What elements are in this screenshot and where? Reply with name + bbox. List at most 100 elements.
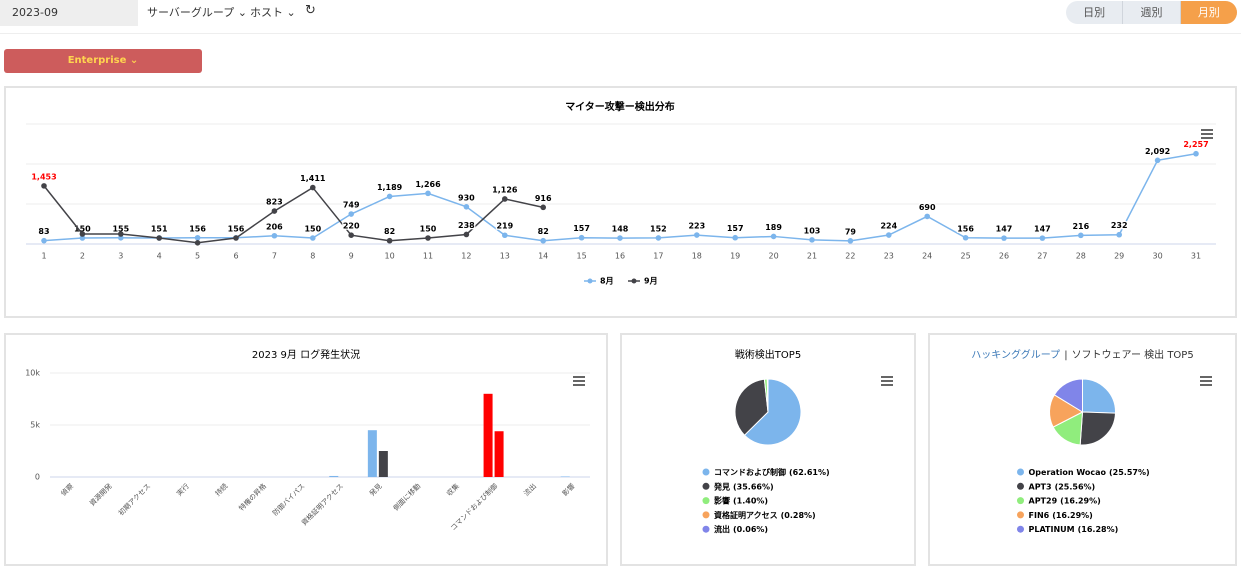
legend-label: PLATINUM (16.28%)	[1029, 525, 1119, 534]
menu-icon[interactable]	[881, 376, 893, 386]
data-label: 157	[573, 224, 590, 233]
x-tick-label: 10	[385, 252, 395, 261]
data-label: 232	[1111, 221, 1128, 230]
data-label: 2,257	[1183, 140, 1208, 149]
x-tick-label: 特権の昇格	[237, 481, 268, 512]
data-label: 224	[880, 222, 897, 231]
legend-name: 発見	[713, 481, 730, 491]
framework-label: Enterprise	[67, 55, 127, 66]
y-tick-label: 10k	[25, 369, 40, 378]
data-label: 189	[765, 223, 782, 232]
period-button[interactable]: 月別	[1179, 1, 1237, 24]
data-label: 152	[650, 224, 667, 233]
legend-marker	[587, 278, 593, 284]
legend-value: (0.06%)	[733, 525, 768, 534]
filter[interactable]: サーバーグループ ⌄	[147, 6, 247, 19]
legend-label: APT29 (16.29%)	[1029, 496, 1101, 505]
legend-marker	[702, 482, 710, 490]
bar	[560, 476, 570, 477]
x-tick-label: 偵察	[59, 481, 75, 497]
refresh-icon[interactable]: ↻	[305, 3, 316, 18]
legend-name: FIN6	[1029, 510, 1050, 519]
data-label: 155	[112, 224, 129, 233]
point	[348, 232, 355, 238]
data-label: 147	[1034, 225, 1051, 234]
data-label: 916	[535, 194, 552, 203]
point	[310, 235, 316, 241]
point	[1039, 235, 1046, 241]
date-field[interactable]: 2023-09	[0, 0, 138, 26]
menu-icon[interactable]	[1201, 129, 1213, 139]
point	[886, 232, 892, 238]
legend-name: APT29	[1029, 496, 1058, 505]
x-tick-label: 24	[922, 252, 932, 261]
bar-chart: 2023 9月 ログ発生状況 0 5k 10k 偵察 資源開発 初期アクセス 実行 持続 特権の昇…	[25, 348, 590, 532]
chart-title: 戦術検出TOP5	[735, 348, 801, 361]
data-label: 83	[38, 227, 49, 236]
point	[655, 235, 662, 241]
panel	[928, 333, 1237, 566]
point	[924, 213, 930, 220]
legend-name: 資格証明アクセス	[714, 509, 778, 519]
bar	[329, 475, 339, 477]
legend-value: (1.40%)	[733, 496, 768, 505]
period-group: 日別 週別 月別	[1066, 1, 1237, 24]
data-label: 1,266	[415, 180, 441, 189]
legend-marker	[1017, 482, 1024, 490]
x-tick-label: 14	[538, 252, 548, 261]
data-label: 219	[496, 222, 513, 231]
y-tick-label: 0	[35, 473, 40, 482]
x-tick-label: 資格証明アクセス	[299, 481, 345, 527]
period-button[interactable]: 週別	[1122, 1, 1179, 24]
x-tick-label: 8	[310, 252, 315, 261]
point	[271, 208, 278, 214]
x-tick-label: 発見	[367, 481, 383, 497]
point	[79, 231, 86, 237]
point	[540, 204, 546, 211]
data-label: 823	[266, 198, 283, 207]
legend-marker	[702, 468, 710, 476]
data-label: 156	[189, 224, 206, 233]
data-label: 148	[612, 225, 629, 234]
menu-icon[interactable]	[573, 376, 585, 386]
point	[1001, 235, 1007, 241]
legend-value: (16.28%)	[1078, 525, 1119, 534]
point	[156, 235, 162, 241]
point	[694, 232, 700, 238]
x-tick-label: 流出	[522, 481, 538, 497]
x-tick-label: 18	[692, 252, 702, 261]
x-tick-label: 影響	[560, 481, 576, 497]
legend-label: APT3 (25.56%)	[1029, 482, 1096, 491]
x-tick-label: 7	[272, 252, 277, 261]
x-tick-label: 30	[1153, 252, 1163, 261]
point	[310, 184, 316, 191]
legend-label: 8月	[600, 277, 614, 286]
pie-slice	[1053, 378, 1083, 413]
x-tick-label: 初期アクセス	[116, 481, 152, 517]
point	[118, 231, 124, 237]
point	[502, 232, 508, 239]
menu-icon[interactable]	[1200, 376, 1212, 386]
legend-name: 流出	[714, 524, 730, 534]
legend-name: APT3	[1029, 482, 1052, 491]
legend-label: 流出 (0.06%)	[714, 524, 768, 534]
point	[425, 235, 431, 241]
point	[502, 196, 508, 202]
filter-label: ホスト	[250, 6, 283, 19]
legend-name: Operation Wocao	[1029, 468, 1107, 477]
legend-label: 影響 (1.40%)	[714, 495, 768, 505]
data-label: 150	[74, 225, 91, 234]
x-tick-label: 実行	[175, 481, 191, 497]
period-button[interactable]: 日別	[1083, 6, 1106, 19]
x-tick-label: 13	[500, 252, 510, 261]
point	[41, 183, 47, 189]
filter[interactable]: ホスト ⌄	[250, 6, 296, 19]
pie-slice	[734, 378, 769, 436]
framework-dropdown[interactable]: Enterprise ⌄	[4, 49, 202, 73]
x-tick-label: 側面に移動	[391, 481, 422, 512]
date: 2023-09	[12, 6, 58, 19]
x-tick-label: 4	[157, 252, 162, 261]
